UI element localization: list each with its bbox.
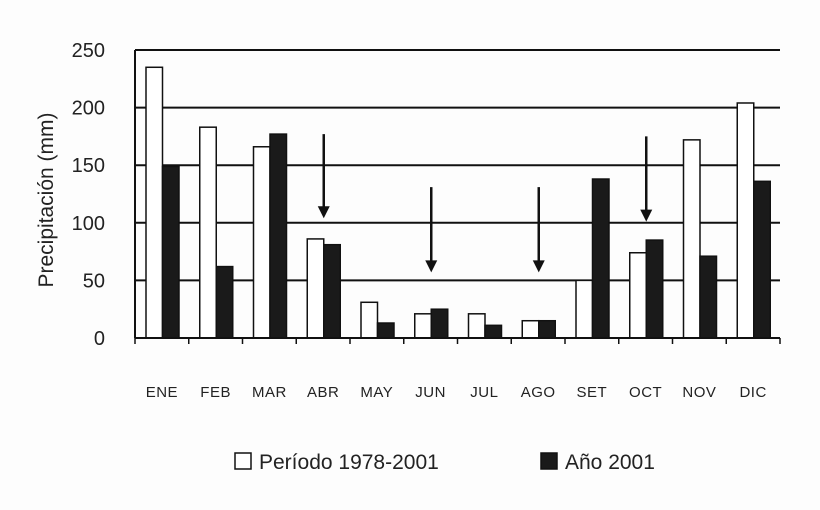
x-category-label: MAY [360, 384, 393, 401]
arrow-head [317, 206, 330, 219]
x-category-label: OCT [629, 384, 662, 401]
bar-may-series-2 [376, 322, 395, 339]
x-category-label: FEB [200, 384, 231, 401]
bar-oct-series-1 [629, 252, 647, 339]
bar-ago-series-1 [521, 319, 540, 339]
y-tick-label: 100 [72, 213, 105, 235]
bar-nov-series-2 [699, 255, 718, 339]
x-category-label: AGO [521, 384, 556, 401]
x-category-label: DIC [739, 384, 766, 401]
legend-swatch-series-1 [234, 452, 252, 470]
bar-mar-series-2 [269, 133, 288, 339]
bar-jun-series-1 [414, 313, 432, 339]
y-axis-title: Precipitación (mm) [35, 112, 58, 287]
bar-dic-series-2 [753, 180, 771, 339]
bar-nov-series-1 [682, 139, 701, 339]
x-category-label: NOV [682, 384, 716, 401]
x-category-label: SET [577, 384, 608, 401]
bar-may-series-1 [360, 301, 379, 339]
bar-feb-series-2 [215, 265, 234, 339]
bar-abr-series-1 [306, 238, 325, 339]
y-tick-label: 0 [94, 328, 105, 350]
labels: 0 50 100 150 200 250 ENE FEB MAR ABR MAY JUN JUL AGO S… [72, 40, 767, 401]
bar-ene-series-1 [145, 66, 164, 339]
bar-abr-series-2 [323, 243, 341, 339]
bar-jul-series-1 [467, 313, 486, 339]
x-category-label: ENE [146, 384, 178, 401]
arrows [317, 134, 653, 273]
arrow-head [640, 209, 653, 222]
grid-lines [135, 49, 780, 282]
bar-ago-series-2 [538, 319, 556, 339]
y-tick-label: 50 [83, 270, 105, 292]
bar-set-series-1 [575, 279, 594, 339]
legend-swatch-series-2 [540, 452, 558, 470]
axes [134, 50, 781, 344]
x-category-label: ABR [307, 384, 339, 401]
bar-set-series-2 [591, 178, 610, 339]
bar-jul-series-2 [484, 324, 503, 339]
legend-label-series-2: Año 2001 [565, 451, 655, 474]
y-tick-label: 150 [72, 155, 105, 177]
arrow-head [532, 260, 545, 273]
arrow-head [425, 260, 438, 273]
legend: Período 1978-2001 Año 2001 [234, 451, 655, 474]
x-category-label: JUN [415, 384, 446, 401]
bar-feb-series-1 [199, 126, 217, 339]
x-category-label: JUL [470, 384, 498, 401]
bar-ene-series-2 [161, 165, 180, 339]
bar-dic-series-1 [736, 102, 755, 339]
x-category-label: MAR [252, 384, 287, 401]
bar-jun-series-2 [430, 308, 449, 339]
bar-mar-series-1 [252, 146, 271, 339]
y-tick-label: 250 [72, 40, 105, 62]
legend-label-series-1: Período 1978-2001 [259, 451, 439, 474]
bar-oct-series-2 [645, 239, 664, 339]
y-tick-label: 200 [72, 98, 105, 120]
